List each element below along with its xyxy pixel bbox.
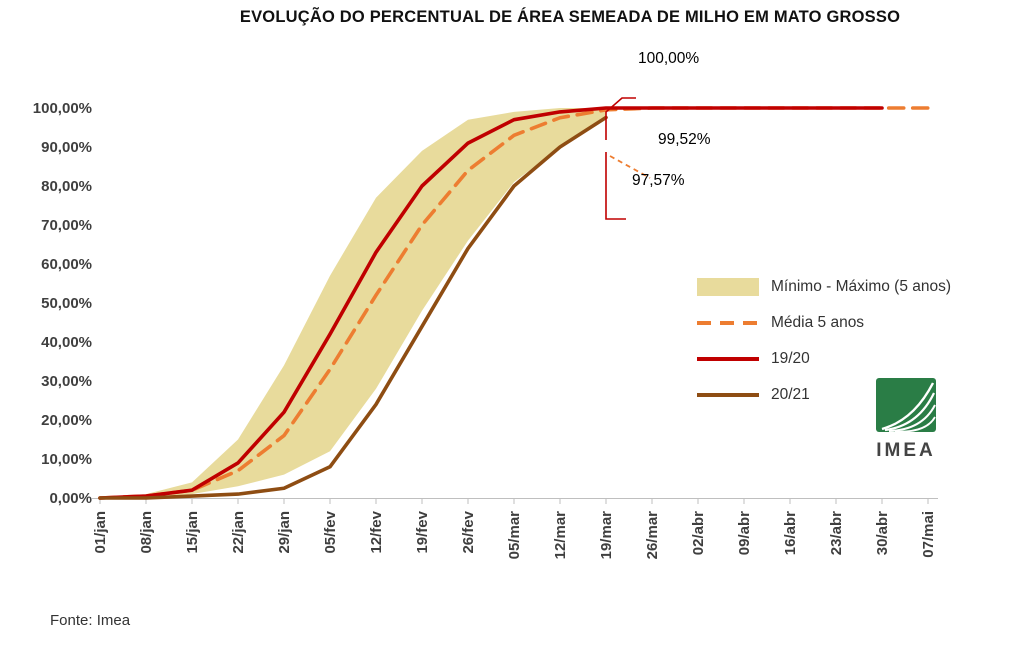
svg-text:50,00%: 50,00%: [41, 295, 92, 312]
legend-label: 19/20: [771, 350, 810, 367]
svg-text:26/mar: 26/mar: [644, 511, 661, 560]
svg-text:01/jan: 01/jan: [92, 511, 109, 554]
svg-text:02/abr: 02/abr: [690, 511, 707, 555]
leader-2021: [605, 152, 626, 220]
svg-text:08/jan: 08/jan: [138, 511, 155, 554]
svg-text:19/mar: 19/mar: [598, 511, 615, 560]
svg-text:60,00%: 60,00%: [41, 256, 92, 273]
leader-1920: [605, 97, 636, 140]
svg-text:26/fev: 26/fev: [460, 510, 477, 553]
svg-text:40,00%: 40,00%: [41, 334, 92, 351]
svg-text:30/abr: 30/abr: [874, 511, 891, 555]
annotation-1920-final: 100,00%: [638, 50, 700, 67]
svg-text:80,00%: 80,00%: [41, 178, 92, 195]
series-line-m-dia-5-anos: [98, 106, 930, 500]
legend-label: Mínimo - Máximo (5 anos): [771, 278, 952, 295]
legend-item-1920: 19/20: [697, 348, 951, 370]
svg-text:10,00%: 10,00%: [41, 451, 92, 468]
band-min-max: [100, 108, 606, 498]
imea-logo: IMEA: [874, 378, 938, 462]
source-note: Fonte: Imea: [50, 612, 131, 629]
svg-text:90,00%: 90,00%: [41, 139, 92, 156]
legend-swatch-dashed-line: [697, 321, 759, 325]
svg-text:22/jan: 22/jan: [230, 511, 247, 554]
x-axis: [92, 498, 938, 504]
svg-text:20,00%: 20,00%: [41, 412, 92, 429]
imea-logo-icon: [876, 378, 936, 433]
svg-text:05/mar: 05/mar: [506, 511, 523, 560]
x-axis-labels: 01/jan 08/jan 15/jan 22/jan 29/jan 05/fev 12/f…: [92, 510, 937, 559]
legend-swatch-band: [697, 278, 759, 296]
legend-label: 20/21: [771, 386, 810, 403]
legend-item-2021: 20/21: [697, 384, 951, 406]
legend-label: Média 5 anos: [771, 314, 865, 331]
svg-text:05/fev: 05/fev: [322, 510, 339, 553]
svg-text:15/jan: 15/jan: [184, 511, 201, 554]
annotation-2021-final: 97,57%: [632, 172, 685, 189]
svg-text:23/abr: 23/abr: [828, 511, 845, 555]
y-axis-labels: 0,00% 10,00% 20,00% 30,00% 40,00% 50,00% 60,00…: [33, 100, 92, 507]
legend-item-min-max: Mínimo - Máximo (5 anos): [697, 276, 951, 298]
svg-text:100,00%: 100,00%: [33, 100, 92, 117]
svg-text:0,00%: 0,00%: [49, 490, 92, 507]
svg-text:29/jan: 29/jan: [276, 511, 293, 554]
imea-logo-text: IMEA: [876, 440, 936, 461]
annotation-media-final: 99,52%: [658, 131, 711, 148]
svg-text:70,00%: 70,00%: [41, 217, 92, 234]
svg-text:30,00%: 30,00%: [41, 373, 92, 390]
legend: Mínimo - Máximo (5 anos) Média 5 anos 19…: [697, 276, 951, 406]
series-line-19-20: [98, 106, 884, 500]
leader-media: [609, 155, 651, 179]
svg-text:19/fev: 19/fev: [414, 510, 431, 553]
svg-text:07/mai: 07/mai: [920, 511, 937, 558]
legend-item-media: Média 5 anos: [697, 312, 951, 334]
legend-swatch-brown-line: [697, 393, 759, 397]
chart-title: EVOLUÇÃO DO PERCENTUAL DE ÁREA SEMEADA D…: [239, 8, 901, 26]
svg-text:16/abr: 16/abr: [782, 511, 799, 555]
legend-swatch-red-line: [697, 357, 759, 361]
chart-svg: 0,00% 10,00% 20,00% 30,00% 40,00% 50,00% 60,00…: [33, 97, 938, 559]
series-line-20-21: [98, 115, 608, 500]
svg-text:12/mar: 12/mar: [552, 511, 569, 560]
svg-text:12/fev: 12/fev: [368, 510, 385, 553]
svg-text:09/abr: 09/abr: [736, 511, 753, 555]
